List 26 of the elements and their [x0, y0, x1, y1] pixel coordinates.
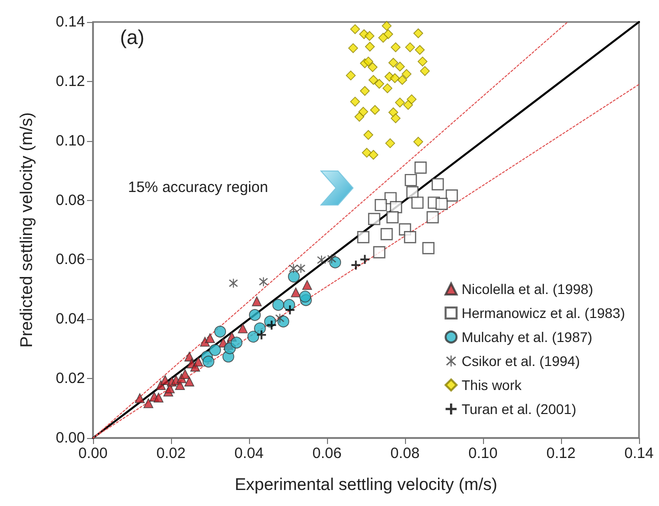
legend-label: Mulcahy et al. (1987) [462, 329, 592, 345]
y-tick-label: 0.06 [56, 251, 85, 268]
x-tick-label: 0.00 [78, 445, 108, 462]
y-tick-label: 0.02 [56, 370, 85, 388]
legend-label: Hermanowicz et al. (1983) [462, 305, 626, 321]
annotation: 15% accuracy region [128, 179, 268, 196]
legend-label: This work [462, 377, 522, 393]
legend-label: Csikor et al. (1994) [462, 353, 580, 369]
y-axis-title: Predicted settling velocity (m/s) [17, 112, 36, 348]
y-tick-label: 0.12 [56, 72, 85, 90]
x-axis-title: Experimental settling velocity (m/s) [234, 475, 498, 494]
x-tick-label: 0.04 [234, 445, 264, 462]
annotation: (a) [120, 27, 144, 49]
y-tick-label: 0.14 [56, 14, 85, 30]
legend-label: Turan et al. (2001) [462, 401, 576, 417]
x-tick-label: 0.06 [312, 445, 342, 462]
x-tick-label: 0.08 [390, 445, 420, 462]
x-tick-label: 0.12 [546, 445, 576, 462]
y-tick-label: 0.10 [56, 132, 85, 150]
x-tick-label: 0.10 [468, 445, 498, 462]
x-tick-label: 0.02 [156, 445, 186, 462]
y-tick-label: 0.08 [56, 192, 85, 209]
legend-label: Nicolella et al. (1998) [462, 281, 594, 297]
y-tick-label: 0.04 [56, 310, 85, 328]
y-tick-label: 0.00 [56, 430, 85, 446]
x-tick-label: 0.14 [624, 445, 654, 462]
